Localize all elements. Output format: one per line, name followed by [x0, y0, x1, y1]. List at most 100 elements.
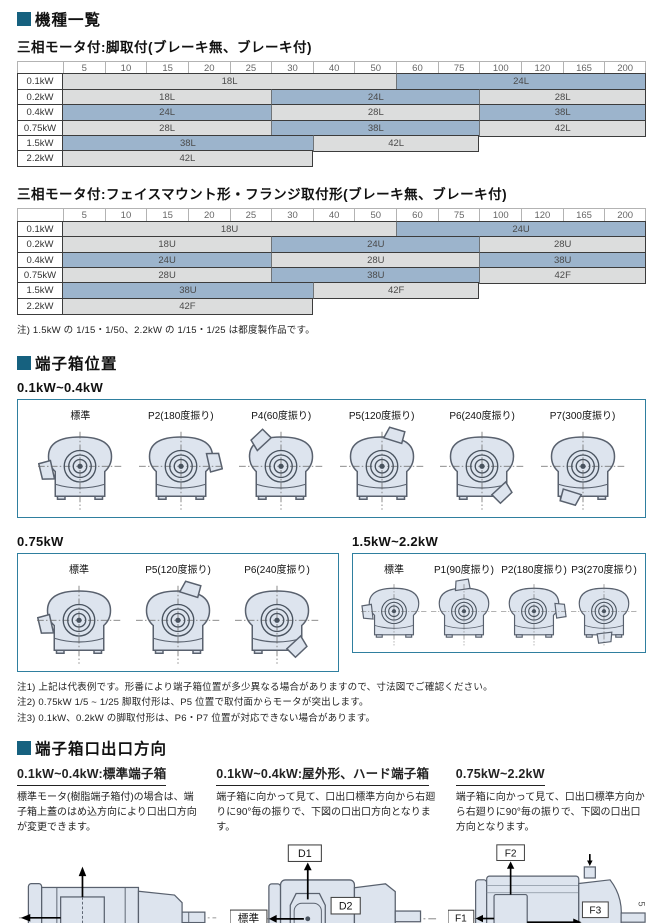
- motor-front-view-drawing: [431, 578, 497, 646]
- motor-position-label: 標準: [69, 564, 89, 576]
- empty-cell: [313, 298, 646, 315]
- motor-position-label: P6(240度振り): [244, 564, 310, 576]
- motor-position-label: P5(120度振り): [348, 410, 415, 422]
- outlet-label-standard: 標準: [238, 912, 260, 923]
- model-cell: 42F: [312, 282, 480, 300]
- motor-figure: 標準: [361, 561, 427, 648]
- outlet-label-f2: F2: [505, 848, 517, 859]
- motor-position-label: P4(60度振り): [251, 410, 312, 422]
- model-table-foot-mount: 5 10 15 20 25 30 40 50 60 75 100 120 165 200 0.1kW 18L 2…: [17, 61, 646, 168]
- model-cell: 42L: [63, 150, 313, 168]
- outlet-diagram-standard: [17, 843, 230, 923]
- motor-front-view-drawing: [235, 585, 319, 664]
- outlet-heading-outdoor: 0.1kW~0.4kW:屋外形、ハード端子箱: [216, 765, 430, 786]
- section-header-models: 機種一覧: [17, 8, 646, 30]
- outlet-body-large: 端子箱に向かって見て、口出口標準方向から右廻りに90°毎の振りで、下図の口出口方…: [455, 791, 645, 833]
- motor-front-view-drawing: [440, 431, 525, 510]
- outlet-column-standard: 0.1kW~0.4kW:標準端子箱 標準モータ(樹脂端子箱付)の場合は、端子箱上…: [17, 765, 203, 835]
- table2-title: 三相モータ付:フェイスマウント形・フランジ取付形(ブレーキ無、ブレーキ付): [17, 187, 508, 203]
- motor-position-label: P6(240度振り): [449, 410, 515, 422]
- terminal-position-note: 注2) 0.75kW 1/5 ~ 1/25 脚取付形は、P5 位置で取付面からモ…: [17, 697, 369, 709]
- table-row: 0.4kW 24U 28U 38U: [17, 251, 646, 269]
- table-row: 1.5kW 38U 42F: [17, 282, 646, 300]
- model-cell: 42L: [312, 135, 480, 153]
- motor-figure: P2(180度振り): [138, 407, 223, 513]
- section-marker-square: [17, 12, 31, 26]
- motor-front-view-drawing: [361, 584, 427, 646]
- outlet-diagram-outdoor: D1 標準 D2 D3: [230, 843, 448, 923]
- table-row: 1.5kW 38L 42L: [17, 135, 646, 153]
- motor-figure: 標準: [37, 561, 121, 667]
- table-row: 2.2kW 42L: [17, 150, 646, 168]
- motor-front-view-drawing: [501, 584, 567, 646]
- motor-front-view-drawing: [540, 431, 625, 510]
- motor-position-label: 標準: [384, 564, 404, 576]
- section-header-terminal-position: 端子箱位置: [17, 352, 646, 374]
- outlet-body-standard: 標準モータ(樹脂端子箱付)の場合は、端子箱上蓋のはめ込方向により口出口方向が変更…: [17, 791, 197, 833]
- group3-subtitle: 1.5kW~2.2kW: [352, 533, 439, 549]
- kw-row-label: 2.2kW: [17, 297, 63, 315]
- group2-subtitle: 0.75kW: [17, 533, 64, 549]
- motor-figure: P3(270度振り): [571, 561, 637, 648]
- outlet-label-d1: D1: [298, 848, 312, 860]
- motor-front-view-drawing: [571, 584, 637, 646]
- motor-front-view-drawing: [37, 585, 121, 664]
- motor-figure: P5(120度振り): [339, 407, 424, 513]
- terminal-position-note: 注3) 0.1kW、0.2kW の脚取付形は、P6・P7 位置が対応できない場合…: [17, 712, 376, 724]
- motor-position-label: P2(180度振り): [148, 410, 214, 422]
- motor-front-view-drawing: [339, 426, 424, 510]
- outlet-label-f1: F1: [455, 913, 467, 923]
- motor-position-label: P7(300度振り): [549, 410, 616, 422]
- motor-figure: P4(60度振り): [239, 407, 324, 513]
- outlet-column-large: 0.75kW~2.2kW 端子箱に向かって見て、口出口標準方向から右廻りに90°…: [455, 765, 646, 835]
- motor-figure: P6(240度振り): [440, 407, 525, 513]
- motor-front-view-drawing: [138, 431, 223, 510]
- outlet-heading-standard: 0.1kW~0.4kW:標準端子箱: [17, 765, 167, 786]
- section-title-outlet: 端子箱口出口方向: [35, 740, 168, 758]
- kw-row-label: 0.4kW: [17, 104, 63, 122]
- motor-figure: P1(90度振り): [431, 561, 497, 648]
- table-row: 0.4kW 24L 28L 38L: [17, 104, 646, 122]
- finned-gearmotor-side-view-drawing: F2 F1 F3 標準品: [448, 843, 646, 923]
- group1-subtitle: 0.1kW~0.4kW: [17, 379, 104, 395]
- outlet-label-f3: F3: [589, 905, 601, 916]
- table1-title: 三相モータ付:脚取付(ブレーキ無、ブレーキ付): [17, 40, 312, 55]
- terminal-position-box-15-22kw: 標準 P1(90度振り) P2(180度振り): [352, 552, 646, 653]
- outlet-column-outdoor: 0.1kW~0.4kW:屋外形、ハード端子箱 端子箱に向かって見て、口出口標準方…: [216, 765, 443, 835]
- kw-row-label: 2.2kW: [17, 150, 63, 168]
- motor-figure: P5(120度振り): [136, 561, 220, 667]
- motor-position-label: P3(270度振り): [571, 564, 637, 576]
- motor-position-label: P2(180度振り): [501, 564, 567, 576]
- terminal-position-note: 注1) 上記は代表例です。形番により端子箱位置が多少異なる場合がありますので、寸…: [17, 681, 493, 693]
- empty-cell: [313, 150, 646, 167]
- page-number: 5: [636, 901, 647, 907]
- model-table-flange-mount: 5 10 15 20 25 30 40 50 60 75 100 120 165 200 0.1kW 18U 2…: [17, 208, 646, 315]
- table-row: 2.2kW 42F: [17, 297, 646, 315]
- table-note: 注) 1.5kW の 1/15・1/50、2.2kW の 1/15・1/25 は…: [17, 324, 315, 336]
- motor-position-label: P5(120度振り): [145, 564, 211, 576]
- motor-figure: P2(180度振り): [501, 561, 567, 648]
- section-title-models: 機種一覧: [35, 12, 102, 29]
- motor-position-label: 標準: [70, 410, 91, 422]
- table-row: 0.2kW 18U 24U 28U: [17, 236, 646, 254]
- motor-figure: P7(300度振り): [540, 407, 625, 513]
- section-marker-square: [17, 355, 31, 370]
- terminal-position-notes: 注1) 上記は代表例です。形番により端子箱位置が多少異なる場合がありますので、寸…: [17, 679, 646, 724]
- gearmotor-rear-view-drawing: D1 標準 D2 D3: [230, 844, 437, 923]
- outlet-diagram-large: F2 F1 F3 標準品: [448, 843, 646, 923]
- motor-figure: P6(240度振り): [235, 561, 319, 667]
- motor-front-view-drawing: [239, 428, 324, 510]
- model-cell: 42F: [63, 297, 313, 315]
- model-cell: 42F: [479, 267, 646, 285]
- outlet-heading-large: 0.75kW~2.2kW: [455, 765, 545, 786]
- section-header-outlet: 端子箱口出口方向: [17, 737, 646, 759]
- gearmotor-side-view-drawing: [18, 866, 217, 923]
- kw-row-label: 0.2kW: [17, 88, 63, 106]
- terminal-position-box-075kw: 標準 P5(120度振り) P6(240度振り): [17, 552, 339, 672]
- model-cell: 42L: [479, 119, 646, 137]
- table-row: 0.1kW 18L 24L: [17, 73, 646, 91]
- motor-figure: 標準: [38, 407, 123, 513]
- outlet-label-d2: D2: [339, 900, 353, 912]
- section-marker-square: [17, 740, 31, 755]
- outlet-body-outdoor: 端子箱に向かって見て、口出口標準方向から右廻りに90°毎の振りで、下図の口出口方…: [216, 791, 436, 833]
